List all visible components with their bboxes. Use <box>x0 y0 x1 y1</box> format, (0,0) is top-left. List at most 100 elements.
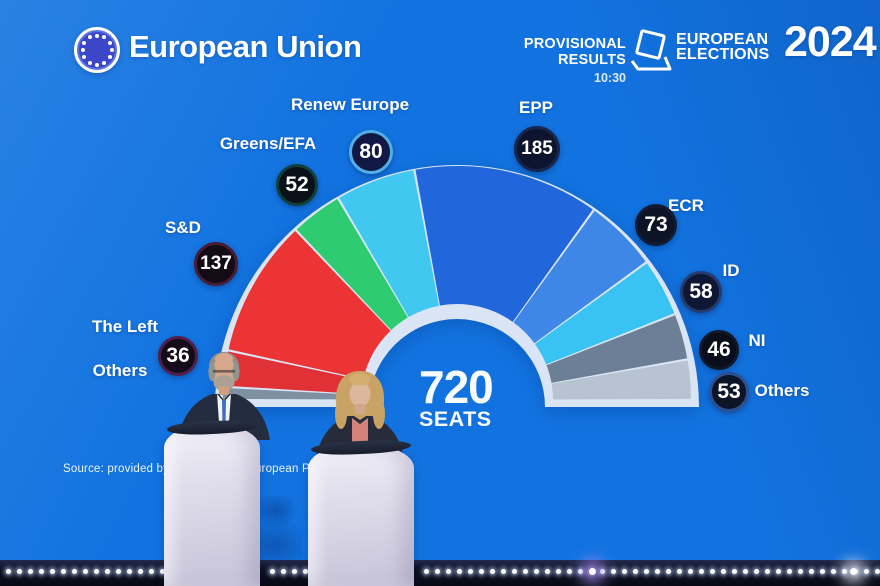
seat-badge-renew: 80 <box>349 130 393 174</box>
led-dot <box>468 569 473 574</box>
led-dot <box>611 569 616 574</box>
group-label-the-left: The Left <box>91 317 159 336</box>
seat-badge-ecr: 73 <box>635 204 677 246</box>
led-dot <box>6 569 11 574</box>
group-label-id: ID <box>722 261 740 280</box>
led-dot <box>501 569 506 574</box>
led-dot <box>523 569 528 574</box>
podium-left <box>164 424 260 586</box>
group-label-ni: NI <box>748 331 766 350</box>
led-dot <box>732 569 737 574</box>
led-dot <box>600 569 605 574</box>
led-dot <box>160 569 165 574</box>
led-dot <box>534 569 539 574</box>
eu-star <box>102 60 107 65</box>
results-timestamp: 10:30 <box>594 71 626 85</box>
led-dot <box>754 569 759 574</box>
seat-badge-the-left: 36 <box>158 336 198 376</box>
led-dot <box>61 569 66 574</box>
led-dot <box>578 569 583 574</box>
led-dot <box>644 569 649 574</box>
led-dot <box>17 569 22 574</box>
led-dot <box>446 569 451 574</box>
segment-sd <box>228 231 391 380</box>
led-dot <box>138 569 143 574</box>
led-dot <box>512 569 517 574</box>
segment-renew <box>339 170 440 318</box>
led-dot <box>567 569 572 574</box>
led-flare <box>589 568 596 575</box>
total-seats-label: 720 SEATS <box>419 361 494 431</box>
led-dot <box>292 569 297 574</box>
segment-others-left <box>223 387 362 400</box>
led-dot <box>677 569 682 574</box>
eu-star <box>82 40 87 45</box>
election-year: 2024 <box>784 18 877 66</box>
segment-id <box>534 263 675 365</box>
segment-greens-efa <box>296 198 408 331</box>
led-dot <box>479 569 484 574</box>
stage-edge-strip <box>0 560 880 586</box>
led-flare <box>850 568 857 575</box>
led-dot <box>556 569 561 574</box>
elections-brand-line1: EUROPEAN <box>676 31 769 48</box>
led-dot <box>490 569 495 574</box>
eu-star <box>95 33 99 38</box>
led-dot <box>622 569 627 574</box>
led-dot <box>721 569 726 574</box>
led-dot <box>743 569 748 574</box>
eu-star <box>107 40 112 45</box>
provisional-results-label: PROVISIONAL RESULTS <box>523 36 626 68</box>
led-dot <box>457 569 462 574</box>
led-dot <box>787 569 792 574</box>
led-dot <box>809 569 814 574</box>
eu-star <box>102 35 107 40</box>
ballot-box-icon <box>630 29 672 71</box>
led-dot <box>281 569 286 574</box>
led-dot <box>116 569 121 574</box>
led-dot <box>149 569 154 574</box>
led-dot <box>842 569 847 574</box>
led-dot <box>875 569 880 574</box>
led-dot <box>699 569 704 574</box>
segment-ni <box>546 315 688 383</box>
group-label-renew: Renew Europe <box>290 95 410 114</box>
led-dot <box>666 569 671 574</box>
led-dot <box>545 569 550 574</box>
led-dot <box>270 569 275 574</box>
eu-star <box>95 62 99 67</box>
eu-star <box>109 48 114 52</box>
led-dot <box>303 569 308 574</box>
led-dot <box>655 569 660 574</box>
led-dot <box>820 569 825 574</box>
led-dot <box>435 569 440 574</box>
eu-star <box>107 55 112 60</box>
led-dot <box>94 569 99 574</box>
group-label-sd: S&D <box>165 218 201 237</box>
led-dot <box>424 569 429 574</box>
elections-brand-line2: ELECTIONS <box>676 46 770 63</box>
group-label-ecr: ECR <box>668 196 704 215</box>
led-dot <box>864 569 869 574</box>
segment-ecr <box>513 210 646 344</box>
group-label-greens-efa: Greens/EFA <box>219 134 317 153</box>
led-dot <box>633 569 638 574</box>
led-dot <box>72 569 77 574</box>
eu-star <box>82 55 87 60</box>
seat-badge-sd: 137 <box>194 242 238 286</box>
seat-badge-greens-efa: 52 <box>276 164 318 206</box>
led-dot <box>83 569 88 574</box>
total-seats-number: 720 <box>419 361 494 413</box>
eu-star <box>80 48 85 52</box>
led-dot <box>688 569 693 574</box>
led-dot <box>831 569 836 574</box>
segment-epp <box>415 165 593 322</box>
led-dot <box>765 569 770 574</box>
eu-star <box>87 60 92 65</box>
eu-star <box>87 35 92 40</box>
total-seats-caption: SEATS <box>419 407 492 431</box>
led-dot <box>28 569 33 574</box>
segment-others-right <box>551 360 691 400</box>
group-label-others-right: Others <box>754 381 810 400</box>
